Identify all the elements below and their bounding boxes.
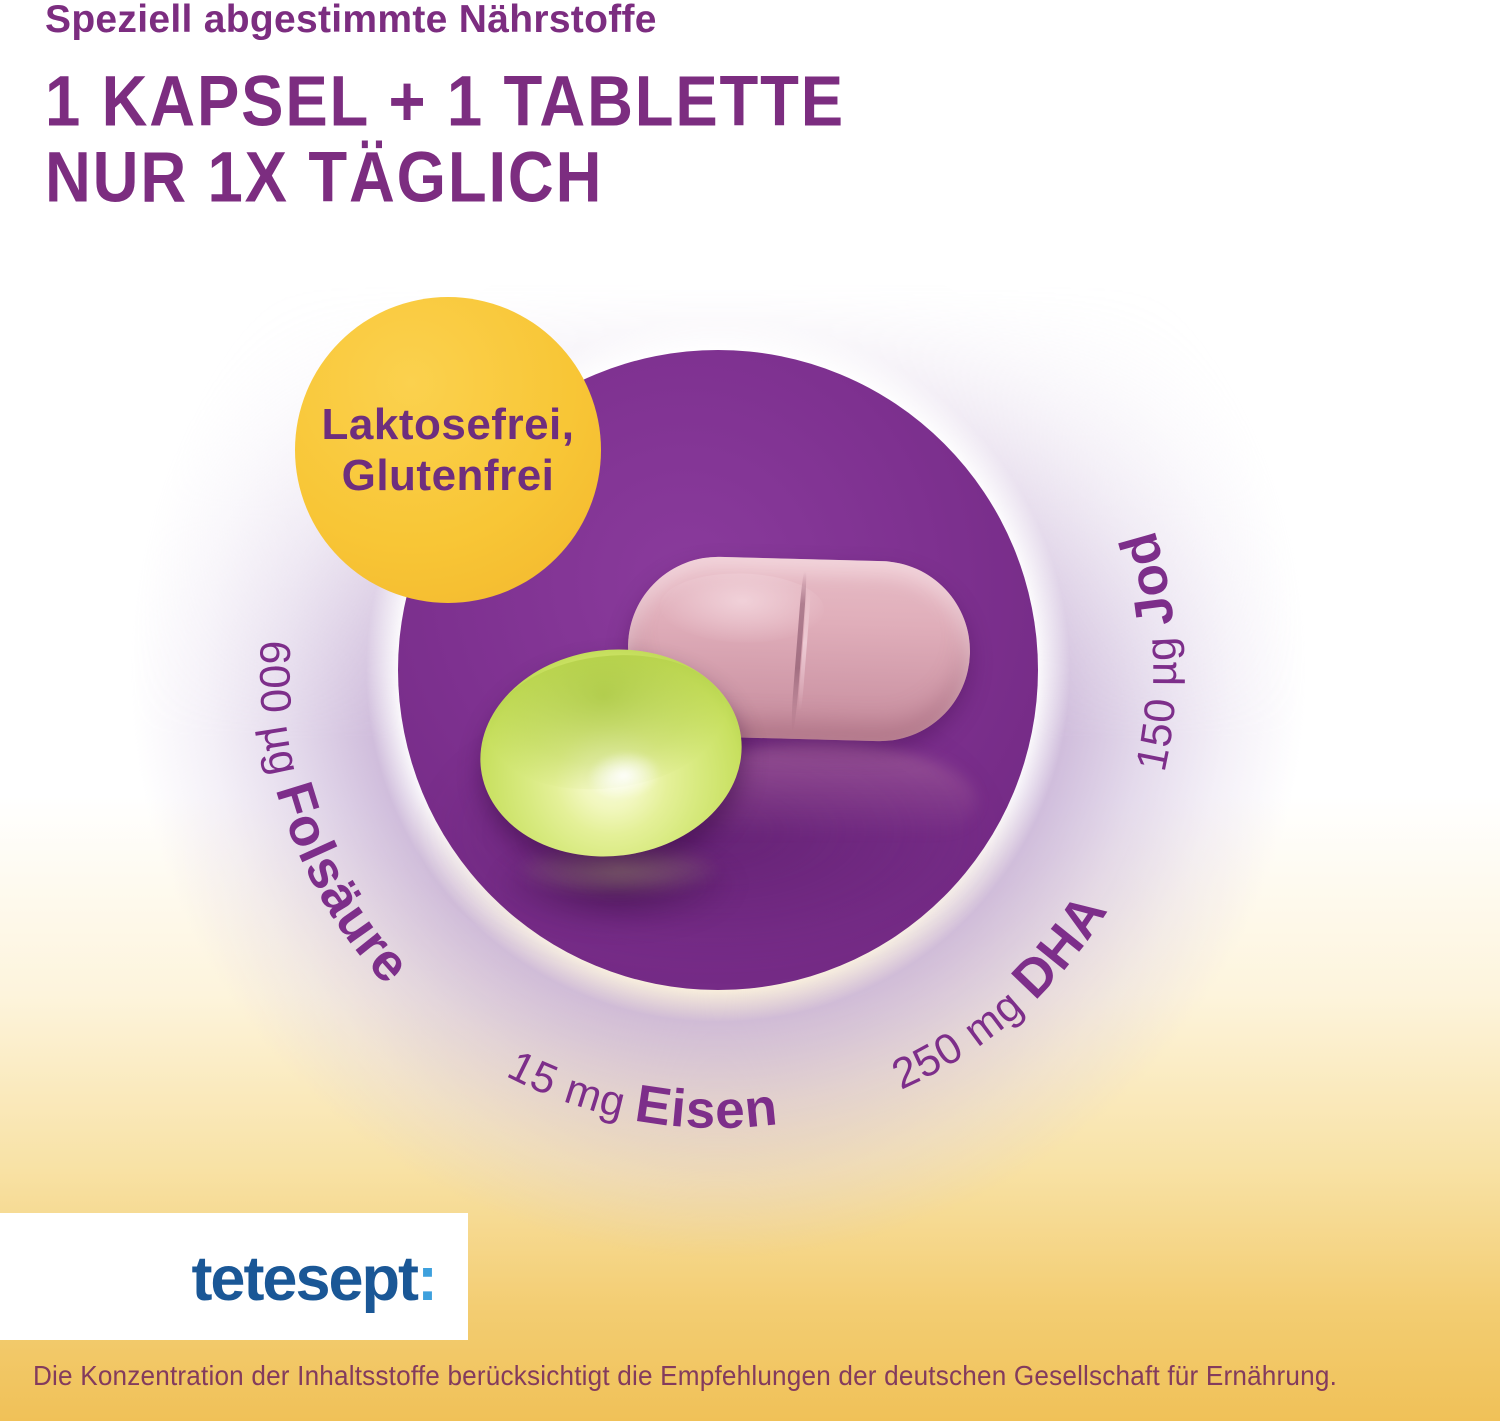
headline-line-1: 1 Kapsel + 1 Tablette: [45, 60, 845, 141]
eyebrow-heading: Speziell abgestimmte Nährstoffe: [45, 0, 657, 41]
jod-amount: 150 µg: [1127, 635, 1186, 775]
brand-logo-box: tetesept:: [0, 1213, 468, 1340]
tetesept-logo: tetesept:: [191, 1243, 438, 1315]
footer-disclaimer: Die Konzentration der Inhaltsstoffe berü…: [33, 1360, 1338, 1391]
folsaeure-name: Folsäure: [264, 775, 422, 994]
headline-line-2: Nur 1x täglich: [45, 136, 604, 217]
eisen-name: Eisen: [632, 1074, 781, 1140]
folsaeure-amount: 600 µg: [250, 640, 310, 780]
lactose-gluten-free-badge: Laktosefrei, Glutenfrei: [295, 297, 601, 603]
logo-wordmark: tetesept: [191, 1243, 419, 1314]
nutrient-folsaeure: 600 µg Folsäure: [250, 640, 422, 995]
badge-line-2: Glutenfrei: [341, 451, 555, 500]
nutrient-dha: 250 mgDHA: [885, 883, 1119, 1099]
badge-line-1: Laktosefrei,: [321, 400, 575, 449]
nutrient-eisen: 15 mgEisen: [501, 1041, 781, 1140]
capsule-reflection: [494, 846, 740, 930]
eisen-amount: 15 mg: [501, 1041, 631, 1127]
logo-colon: :: [417, 1243, 438, 1314]
dha-amount: 250 mg: [885, 980, 1033, 1099]
nutrient-jod: 150 µgJod: [1109, 525, 1186, 775]
jod-name: Jod: [1109, 525, 1186, 630]
dha-name: DHA: [1001, 883, 1119, 1009]
